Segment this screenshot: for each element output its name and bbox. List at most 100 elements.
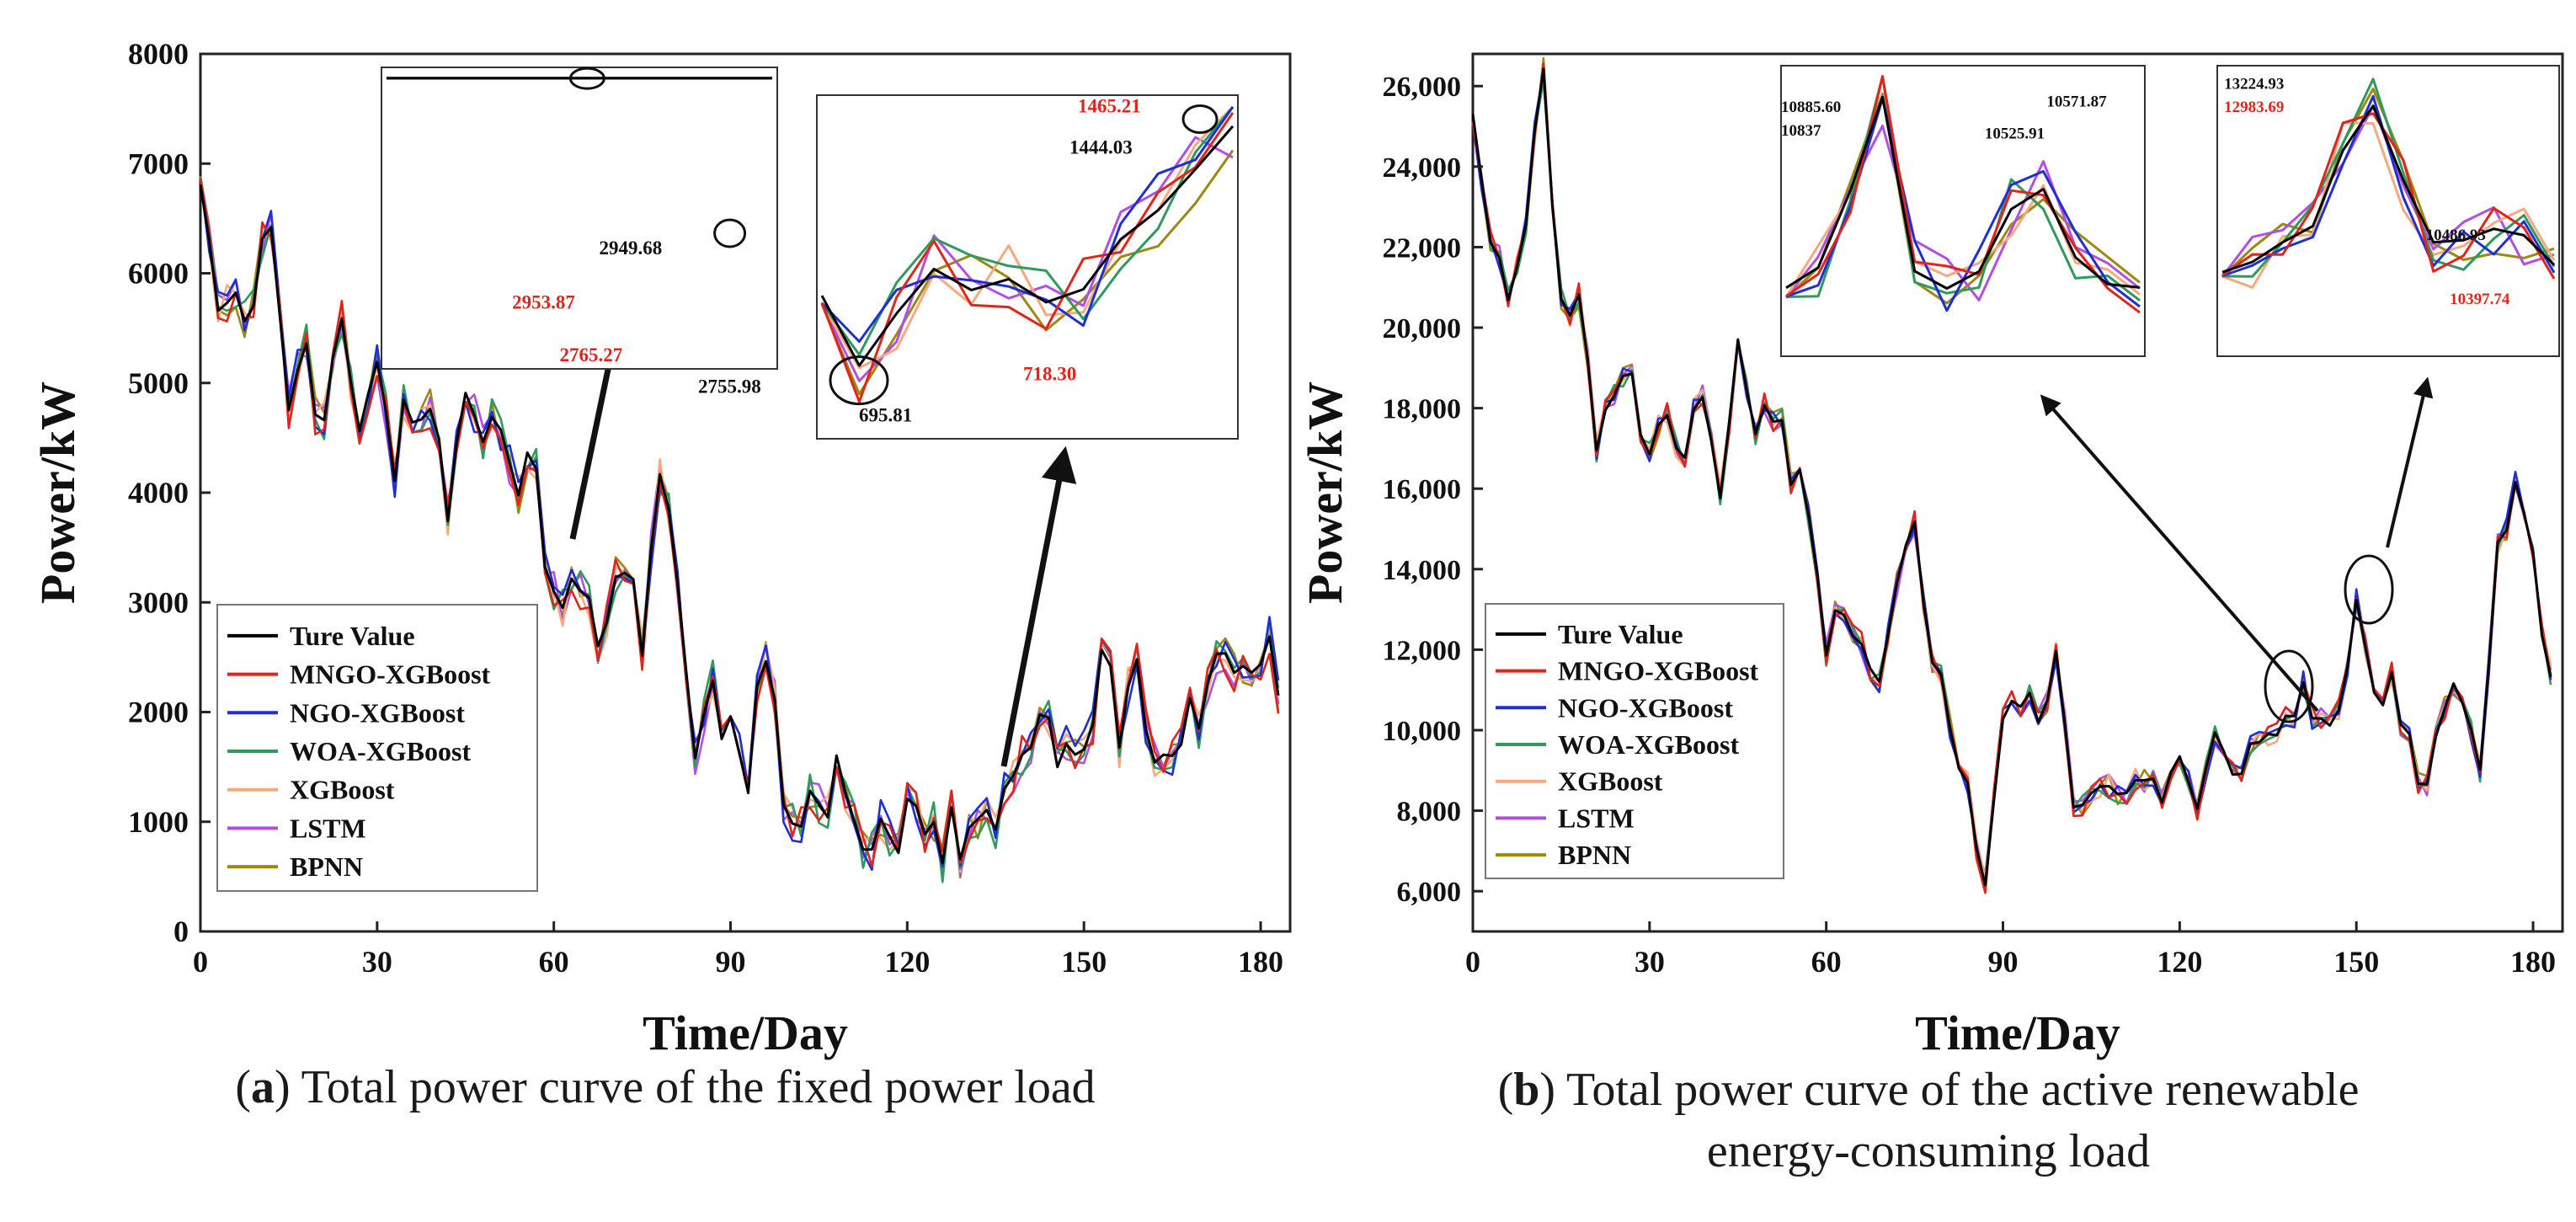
x-tick-label: 90 [1988,945,2019,979]
y-tick-label: 5000 [128,366,189,400]
inset-annotation: 10571.87 [2046,93,2107,110]
inset-series-line-ture-value [1785,95,2141,290]
caption-b-text-line2: energy-consuming load [1706,1124,2151,1177]
highlight-circle [2264,649,2314,723]
x-tick-label: 0 [193,945,208,979]
legend-label: NGO-XGBoost [290,697,465,728]
inset-circle [713,218,747,248]
caption-a-label: a [250,1061,275,1113]
caption-a-text: Total power curve of the fixed power loa… [301,1061,1096,1113]
legend-box [216,604,538,892]
legend-label: MNGO-XGBoost [1558,656,1759,686]
inset-annotation: 2765.27 [560,344,623,366]
y-tick-label: 1000 [128,805,189,839]
inset-annotation: 1465.21 [1078,95,1141,116]
inset-frame [2216,65,2560,357]
inset-annotation: 2755.98 [698,376,761,398]
caption-b: (b) Total power curve of the active rene… [1497,1064,2360,1177]
inset-lines [820,105,1235,403]
y-tick-label: 10,000 [1383,716,1462,747]
y-tick-label: 4000 [128,476,189,510]
series-line-ture-value [1471,67,2552,887]
legend-label: BPNN [1558,840,1631,870]
highlight-circle [2344,554,2394,625]
y-tick-label: 20,000 [1383,313,1462,344]
inset-annotation: 1444.03 [1069,136,1133,157]
inset-annotation: 2949.68 [600,237,663,259]
zoom-arrow [2040,394,2319,712]
x-tick-label: 120 [2157,945,2202,979]
inset-annotation: 10885.60 [1781,99,1841,116]
y-tick-label: 3000 [128,585,189,619]
x-tick-label: 150 [1061,945,1107,979]
legend: Ture Value MNGO-XGBoost NGO-XGBoost WOA-XGB… [1485,603,1784,879]
inset-series-line-ngo-xgboost [2221,94,2556,277]
y-tick-label: 26,000 [1383,72,1462,103]
y-tick-label: 8000 [128,37,189,71]
x-tick-label: 150 [2333,945,2379,979]
x-axis-label: Time/Day [1915,1006,2120,1060]
chart-panel-a: 0 30 60 90 120 150 180 0 1000 2000 3000 4000 5000 600… [30,37,1292,1060]
y-tick-label: 8,000 [1397,797,1462,828]
y-tick-label: 16,000 [1383,474,1462,505]
inset-annotation: 718.30 [1023,364,1076,385]
y-tick-label: 7000 [128,147,189,180]
x-tick-label: 180 [2510,945,2556,979]
y-tick-label: 2000 [128,696,189,729]
legend-label: XGBoost [1558,766,1663,797]
y-axis-label: Power/kW [1298,382,1352,604]
x-tick-label: 60 [539,945,569,979]
series-line-ture-value [199,184,1280,865]
x-tick-label: 30 [362,945,392,979]
caption-a: (a) Total power curve of the fixed power… [235,1061,1096,1113]
inset-series-line-mngo-xgboost [1785,75,2141,314]
x-tick-label: 180 [1238,945,1283,979]
inset-series-line-woa-xgboost [820,105,1235,356]
legend-label: XGBoost [290,775,395,805]
x-tick-label: 120 [884,945,930,979]
inset-series-line-ture-value [820,125,1235,367]
legend-label: LSTM [1558,803,1635,833]
series-lines [1471,56,2552,894]
zoom-arrow [1000,446,1077,767]
inset-annotation: 2953.87 [512,291,575,312]
chart-panel-b: 0 30 60 90 120 150 180 6,000 8,000 10,000 12,000 14… [1298,52,2564,1060]
inset-series-line-woa-xgboost [2221,77,2556,278]
x-tick-label: 0 [1465,945,1480,979]
inset-series-line-ture-value [2221,104,2556,274]
series-lines [199,176,1280,883]
legend-label: WOA-XGBoost [290,736,471,766]
inset-circle [829,355,889,406]
legend-label: WOA-XGBoost [1558,729,1739,760]
y-tick-label: 12,000 [1383,635,1462,666]
inset-annotation: 10837 [1781,122,1821,140]
legend-box [1485,603,1784,879]
y-tick-label: 0 [173,915,189,948]
legend-label: Ture Value [1558,619,1683,649]
inset-a-1: 2949.68 2953.87 2765.27 2755.98 [381,67,778,398]
axis-ticks: 0 30 60 90 120 150 180 6,000 8,000 10,000 12,000 14… [1383,72,2557,979]
legend-label: NGO-XGBoost [1558,692,1733,723]
inset-annotation: 12983.69 [2224,99,2284,116]
legend-label: MNGO-XGBoost [290,659,491,690]
inset-annotation: 10397.74 [2450,291,2510,308]
x-tick-label: 30 [1635,945,1665,979]
x-axis-label: Time/Day [643,1006,848,1060]
inset-circle [568,67,605,90]
inset-series-line-bpnn [820,149,1235,396]
y-tick-label: 22,000 [1383,232,1462,264]
inset-frame [381,67,778,370]
inset-frame [816,94,1239,440]
y-tick-label: 6000 [128,257,189,291]
inset-lines [1784,75,2141,314]
inset-series-line-mngo-xgboost [2221,112,2556,280]
y-tick-label: 6,000 [1397,877,1462,908]
y-tick-label: 24,000 [1383,152,1462,184]
inset-b-2: 13224.93 12983.69 10486.93 10397.74 [2216,65,2560,357]
y-tick-label: 14,000 [1383,555,1462,586]
caption-b-label: b [1513,1064,1540,1116]
inset-lines [2221,77,2556,289]
inset-circle [1181,104,1219,134]
